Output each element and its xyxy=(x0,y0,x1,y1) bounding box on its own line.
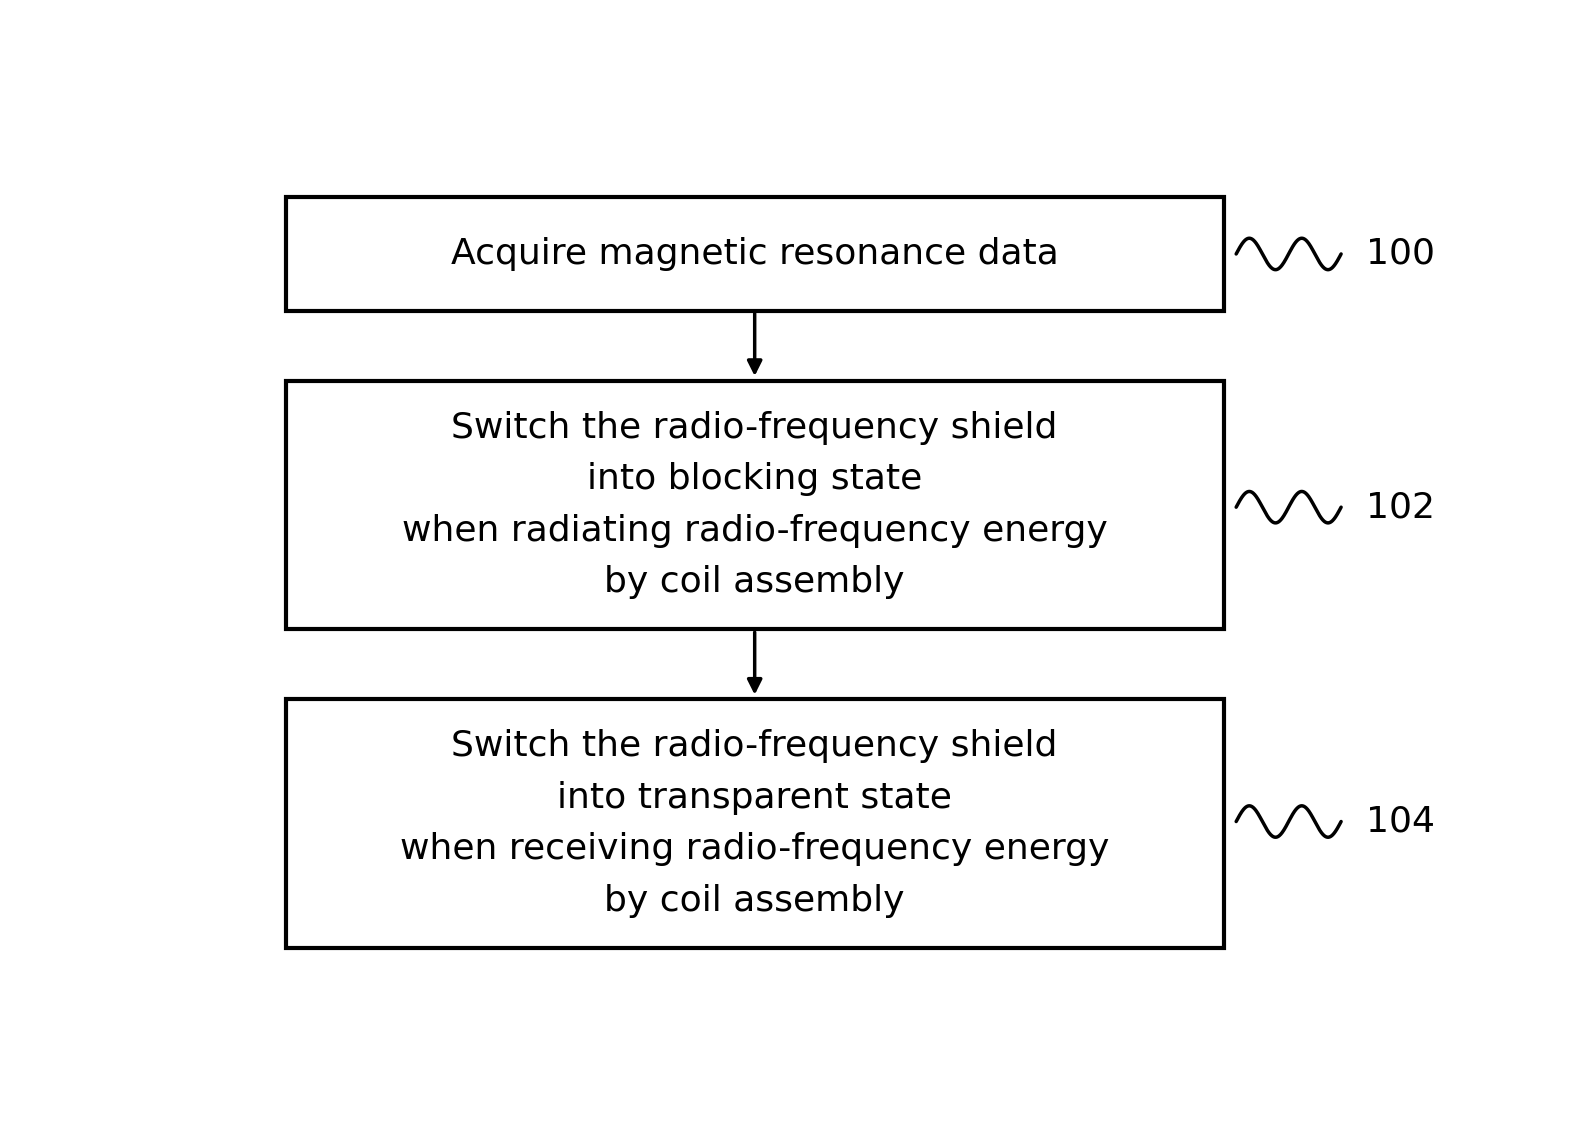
FancyBboxPatch shape xyxy=(285,381,1223,629)
Text: Switch the radio-frequency shield
into blocking state
when radiating radio-frequ: Switch the radio-frequency shield into b… xyxy=(401,411,1107,600)
Text: 102: 102 xyxy=(1365,490,1435,524)
Text: 104: 104 xyxy=(1365,804,1435,838)
Text: 100: 100 xyxy=(1365,237,1435,271)
FancyBboxPatch shape xyxy=(285,197,1223,311)
FancyBboxPatch shape xyxy=(285,700,1223,948)
Text: Switch the radio-frequency shield
into transparent state
when receiving radio-fr: Switch the radio-frequency shield into t… xyxy=(400,729,1109,919)
Text: Acquire magnetic resonance data: Acquire magnetic resonance data xyxy=(451,237,1059,271)
